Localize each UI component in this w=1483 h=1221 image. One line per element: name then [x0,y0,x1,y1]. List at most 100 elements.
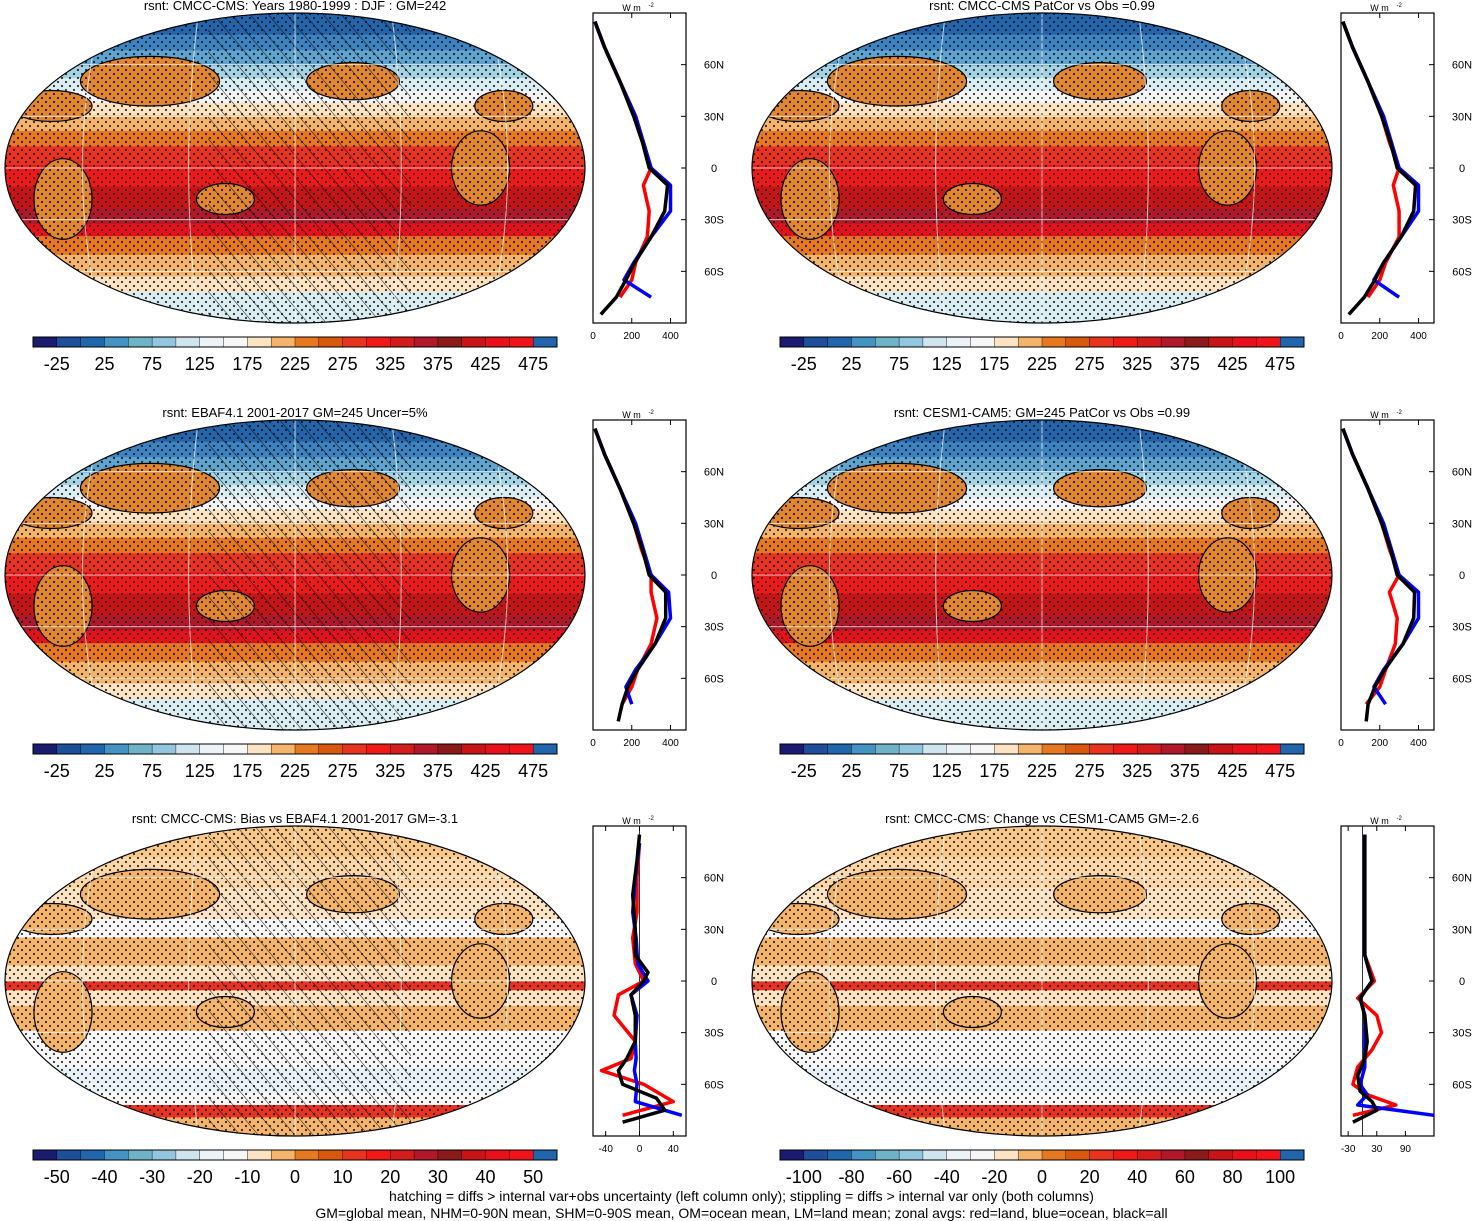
colorbar-tick-label: 75 [889,761,909,781]
colorbar-swatch [175,336,201,348]
colorbar-tick-label: 40 [1127,1167,1147,1187]
zonal-ytick-label: 30S [704,622,724,634]
map-border [4,12,586,324]
panel-6: rsnt: CMCC-CMS: Change vs CESM1-CAM5 GM=… [751,811,1472,1187]
colorbar-swatch [898,743,924,755]
colorbar-swatch [270,336,296,348]
panel-4: rsnt: CESM1-CAM5: GM=245 PatCor vs Obs =… [751,405,1472,781]
colorbar-swatch [366,743,391,755]
zonal-ytick-label: 30N [704,111,724,123]
zonal-ytick-label: 0 [1459,570,1465,582]
colorbar-tick-label: 275 [328,761,358,781]
zonal-ytick-label: 30S [704,1028,724,1040]
colorbar-swatch [827,1149,852,1161]
zonal-ytick-label: 30N [1452,924,1472,936]
colorbar-swatch [898,336,924,348]
map-border [4,825,586,1137]
colorbar-tick-label: -50 [44,1167,70,1187]
zonal-xtick-label: -40 [598,1144,613,1155]
map-title: rsnt: CESM1-CAM5: GM=245 PatCor vs Obs =… [894,405,1190,420]
colorbar-swatch [1279,743,1305,755]
colorbar-swatch [390,1149,415,1161]
colorbar-tick-label: 10 [333,1167,353,1187]
colorbar-swatch [128,1149,153,1161]
colorbar-swatch [247,336,272,348]
zonal-series-all [593,427,668,722]
colorbar-swatch [56,743,82,755]
colorbar-swatch [413,1149,439,1161]
map-field [5,420,585,730]
colorbar-swatch [779,336,805,348]
colorbar-swatch [875,1149,900,1161]
colorbar-swatch [851,336,876,348]
colorbar-tick-label: 25 [94,761,114,781]
colorbar-swatch [318,743,344,755]
colorbar-frame [779,743,1305,755]
zonal-ytick-label: 30S [704,215,724,227]
colorbar-swatch [151,336,177,348]
colorbar-tick-label: 475 [518,761,548,781]
colorbar-tick-label: 225 [280,761,310,781]
colorbar-swatch [851,1149,876,1161]
zonal-xtick-label: 0 [590,738,596,749]
zonal-frame [1340,419,1435,731]
colorbar-tick-label: 475 [1265,354,1295,374]
colorbar-swatch [803,743,829,755]
map-field [752,13,1332,323]
colorbar-swatch [128,743,153,755]
colorbar-swatch [994,1149,1019,1161]
zonal-series-all [1352,834,1379,1124]
zonal-ytick-label: 30N [704,924,724,936]
zonal-xtick-label: 40 [668,1144,680,1155]
colorbar-frame [32,743,558,755]
colorbar-swatch [485,1149,510,1161]
colorbar-tick-label: 25 [94,354,114,374]
colorbar-swatch [1041,336,1067,348]
colorbar-tick-label: 125 [185,354,215,374]
colorbar-swatch [970,1149,995,1161]
colorbar-tick-label: 175 [979,354,1009,374]
map-field [5,826,585,1136]
colorbar-swatch [1113,1149,1138,1161]
colorbar-tick-label: 425 [471,761,501,781]
colorbar-swatch [485,336,510,348]
colorbar-tick-label: -25 [791,354,817,374]
colorbar-swatch [104,743,129,755]
zonal-ytick-label: 60S [704,673,724,685]
colorbar-swatch [318,336,344,348]
colorbar-tick-label: -25 [791,761,817,781]
zonal-panel: W m -2 60N 30N 0 30S 60S 0 200 400 [590,410,724,749]
zonal-xtick-label: 400 [1410,331,1427,342]
colorbar-swatch [32,336,58,348]
colorbar-swatch [32,743,58,755]
colorbar-tick-label: -100 [786,1167,822,1187]
colorbar-swatch [1113,336,1138,348]
colorbar-swatch [247,1149,272,1161]
colorbar-tick-label: 375 [423,354,453,374]
colorbar-swatch [199,336,225,348]
colorbar-swatch [270,1149,296,1161]
colorbar-swatch [1065,743,1091,755]
panel-2: rsnt: CMCC-CMS PatCor vs Obs =0.99 -25 25 7… [751,0,1472,374]
colorbar-tick-label: 0 [290,1167,300,1187]
colorbar-tick-label: 425 [1218,761,1248,781]
map-title: rsnt: EBAF4.1 2001-2017 GM=245 Uncer=5% [162,405,428,420]
colorbar-swatch [461,336,487,348]
colorbar-tick-label: 275 [328,354,358,374]
colorbar-swatch [1137,1149,1162,1161]
colorbar-swatch [1041,1149,1067,1161]
zonal-ytick-label: 60S [1452,266,1472,278]
colorbar-swatch [390,743,415,755]
colorbar-swatch [1279,336,1305,348]
zonal-series-all [616,834,667,1124]
zonal-unit-label: W m [1370,816,1389,826]
zonal-xtick-label: 400 [662,738,679,749]
colorbar-swatch [199,1149,225,1161]
colorbar-swatch [1184,336,1210,348]
colorbar-tick-label: 50 [523,1167,543,1187]
map-border [751,419,1333,731]
colorbar-swatch [532,336,558,348]
zonal-ytick-label: 0 [711,163,717,175]
colorbar-tick-label: 325 [375,354,405,374]
zonal-xtick-label: 200 [623,331,640,342]
